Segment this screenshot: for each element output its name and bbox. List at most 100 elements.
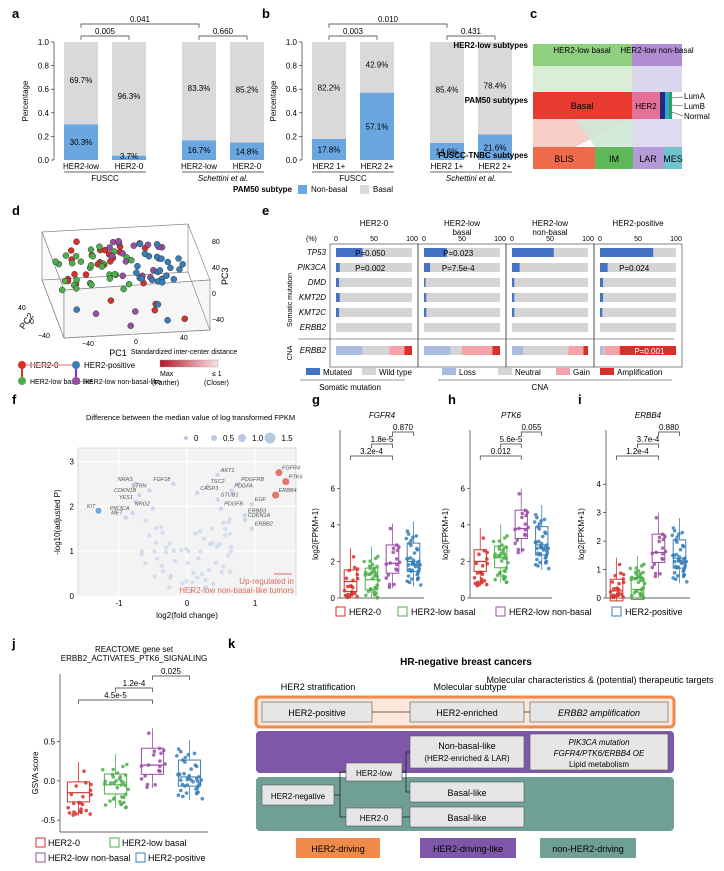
- f-point-bg: [173, 558, 178, 564]
- f-point: [171, 481, 176, 487]
- box: [651, 533, 666, 563]
- f-size-legend-label: 1.0: [252, 434, 264, 443]
- box-point: [193, 763, 198, 767]
- c-seg-pam50-her2: [632, 92, 660, 119]
- e-bar-wildtype: [512, 323, 588, 332]
- bar-basal: [430, 42, 464, 143]
- e-pvalue: P=0.050: [355, 249, 386, 258]
- e-bar-wildtype: [512, 278, 588, 287]
- e-axis-tick: 100: [494, 236, 506, 243]
- c-seg-im: [595, 147, 633, 169]
- box: [672, 539, 687, 569]
- box-point: [498, 570, 502, 575]
- d-distance-min-sub: (Closer): [204, 380, 229, 387]
- pca-point: [154, 301, 162, 308]
- f-point-bg: [221, 564, 226, 569]
- box-point: [118, 775, 123, 779]
- box-point: [395, 568, 399, 572]
- box-point: [543, 556, 548, 560]
- c-seg-mes: [664, 147, 682, 169]
- panel-label-d: d: [12, 203, 20, 218]
- e-column-header: HER2-low basal: [444, 219, 480, 237]
- box-point: [638, 572, 643, 576]
- box-point: [628, 566, 632, 571]
- e-bar-mutated: [512, 293, 515, 302]
- bar-label-basal: 78.4%: [484, 81, 507, 90]
- c-seg-blis: [533, 147, 595, 169]
- f-point-bg: [143, 561, 148, 566]
- bar-label-nonbasal: 16.7%: [188, 146, 211, 155]
- e-legend-label: Mutated: [323, 368, 352, 377]
- box-point: [534, 513, 538, 517]
- k-legend-orange: [296, 838, 380, 858]
- pca-point: [87, 262, 95, 269]
- d-distance-gradient: [159, 359, 219, 368]
- e-gene-label: KMT2C: [299, 308, 326, 317]
- e-bar-amplification: [404, 346, 412, 355]
- box-point: [81, 794, 85, 799]
- box-point: [122, 800, 126, 805]
- e-bar-mutated: [424, 293, 427, 302]
- e-axis-tick: 100: [582, 236, 594, 243]
- e-percent-label: (%): [306, 236, 317, 243]
- f-point-label: ERBB4: [279, 488, 297, 494]
- panel-j-boxplot: REACTOME gene setERBB2_ACTIVATES_PTK6_SI…: [31, 645, 208, 833]
- pca-point: [127, 322, 134, 330]
- f-point-bg: [191, 570, 196, 575]
- c-seg-her2low-nonbasal: [632, 44, 682, 66]
- f-point-label: PIK3CA: [110, 506, 130, 512]
- y-tick-label: 1.0: [38, 38, 50, 47]
- box-point: [672, 529, 677, 533]
- box-point: [636, 580, 641, 585]
- k-text-her2-0: HER2-0: [360, 814, 389, 823]
- box-point: [78, 809, 82, 813]
- y-tick-label: 2: [331, 557, 336, 566]
- box-point: [670, 533, 675, 538]
- box-point: [611, 595, 616, 600]
- f-title: Difference between the median value of l…: [86, 413, 295, 422]
- d-tick-y3: −40: [38, 333, 50, 340]
- pca-point: [156, 267, 164, 274]
- box: [177, 759, 202, 787]
- pca-point: [179, 261, 186, 268]
- pca-point: [167, 264, 174, 272]
- f-point-bg: [222, 532, 228, 538]
- box-point: [657, 535, 662, 540]
- box-point: [485, 557, 489, 561]
- e-column-header: HER2-positive: [612, 219, 664, 228]
- y-tick-label: 4: [461, 521, 466, 530]
- f-y-tick: 1: [70, 547, 75, 556]
- e-bar-wildtype: [336, 263, 412, 272]
- e-bar-mutated: [424, 263, 431, 272]
- box-point: [621, 572, 626, 577]
- box-point: [163, 762, 167, 766]
- pca-point: [132, 308, 139, 315]
- c-seg-pam50-lumb: [665, 92, 669, 119]
- box-point: [499, 559, 504, 563]
- bar-nonbasal: [312, 138, 346, 160]
- e-bar-mutated: [336, 248, 363, 257]
- d-distance-title: Standardized inter-center distance: [131, 349, 238, 356]
- d-legend-low-basal: HER2-low basal-like: [30, 379, 93, 386]
- e-bar-wildtype: [424, 278, 500, 287]
- box-point: [89, 792, 93, 797]
- f-point-label: PDGFB: [224, 502, 243, 508]
- f-point-label: PDGFRB: [241, 477, 264, 483]
- box-point: [152, 753, 156, 757]
- y-tick-label: 0.2: [286, 132, 298, 141]
- f-point-bg: [143, 518, 148, 523]
- f-point-bg: [197, 529, 203, 534]
- y-tick-label: 6: [461, 484, 466, 493]
- f-y-tick: 2: [70, 502, 75, 511]
- f-size-legend-label: 1.5: [282, 434, 294, 443]
- d-points: [52, 237, 188, 330]
- f-point-bg: [184, 546, 189, 551]
- box-point: [179, 778, 183, 782]
- c-seg-blis-label: BLIS: [554, 154, 574, 164]
- f-point-bg: [153, 540, 159, 545]
- box-point: [392, 582, 396, 587]
- e-bar-loss: [336, 346, 363, 355]
- panel-i-boxplot: ERBB4 0 1 2 3 4 log2(FPKM+1) 1.2e-4 3.7e-4 0.880: [577, 411, 690, 603]
- box-point: [408, 556, 413, 560]
- e-bar-gain: [462, 346, 493, 355]
